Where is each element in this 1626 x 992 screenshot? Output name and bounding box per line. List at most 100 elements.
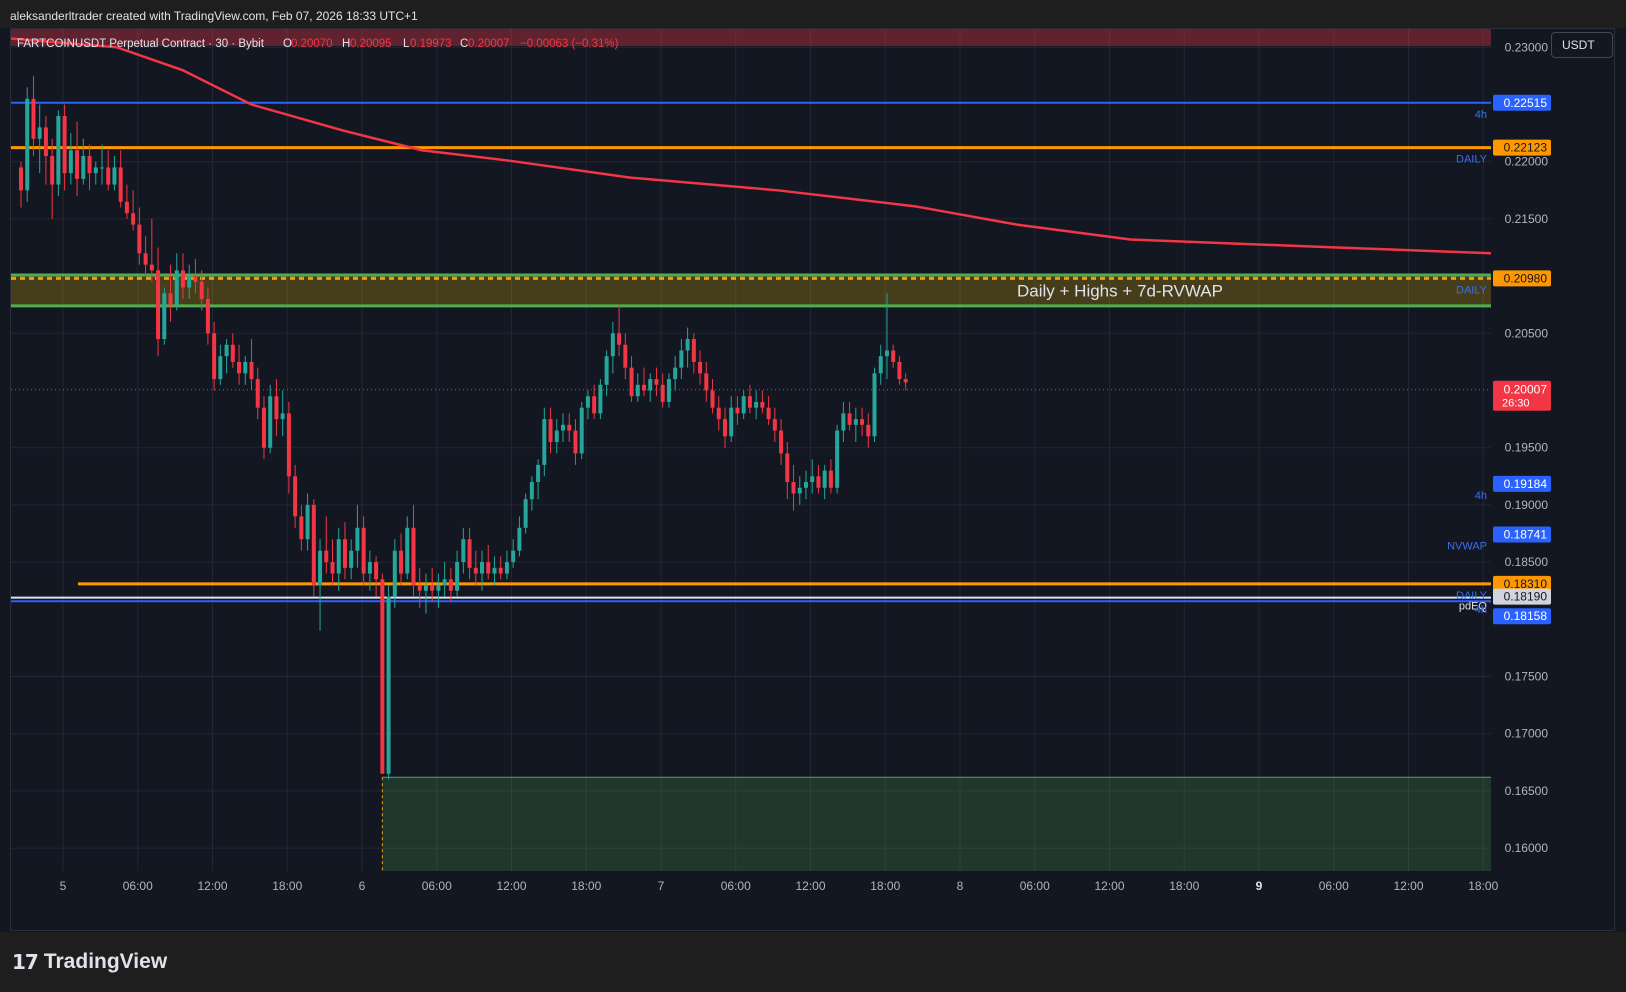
tradingview-logo-icon: 17 <box>12 950 39 974</box>
level-label: 4h <box>1475 109 1487 121</box>
candle-body <box>691 339 696 362</box>
candle-body <box>75 150 80 179</box>
candle-body <box>847 413 852 425</box>
y-tick-label: 0.19000 <box>1505 498 1549 512</box>
candle-body <box>430 584 435 591</box>
price-tag <box>1493 139 1551 156</box>
candle-body <box>224 344 229 357</box>
candle-body <box>629 367 634 397</box>
candle-body <box>461 539 466 563</box>
legend: FARTCOINUSDT Perpetual Contract · 30 · B… <box>17 38 619 50</box>
legend-o-value: 0.20070 <box>291 38 333 50</box>
candle-body <box>417 584 422 591</box>
candle-body <box>405 527 410 574</box>
zone-label: Daily + Highs + 7d-RVWAP <box>1017 281 1223 300</box>
y-tick-label: 0.16000 <box>1505 841 1549 855</box>
candle-body <box>710 390 715 408</box>
candle-body <box>87 155 92 174</box>
candle-body <box>243 361 248 374</box>
y-tick-label: 0.21500 <box>1505 212 1549 226</box>
x-tick-label: 06:00 <box>1020 879 1050 893</box>
price-tag-label: 0.20980 <box>1504 271 1548 285</box>
x-tick-label: 06:00 <box>422 879 452 893</box>
candle-body <box>567 424 572 431</box>
candle-body <box>50 155 55 185</box>
candle-body <box>698 361 703 374</box>
current-price-tag <box>1493 380 1551 411</box>
price-chart[interactable]: Daily + Highs + 7d-RVWAP 4h DAILY DAILY 4h NV… <box>0 0 1626 932</box>
candle-body <box>399 550 404 574</box>
candle-body <box>860 419 865 425</box>
legend-l-value: 0.19973 <box>410 38 452 50</box>
candle-body <box>467 539 472 568</box>
candle-body <box>785 453 790 483</box>
level-label: NVWAP <box>1447 541 1487 553</box>
price-tag-label: 0.19184 <box>1504 477 1548 491</box>
candle-body <box>579 407 584 454</box>
y-tick-label: 0.18500 <box>1505 555 1549 569</box>
x-tick-label: 18:00 <box>1169 879 1199 893</box>
candle-body <box>212 333 217 380</box>
x-tick-label: 12:00 <box>795 879 825 893</box>
price-tag <box>1493 270 1551 287</box>
price-tag <box>1493 475 1551 492</box>
candle-body <box>561 424 566 431</box>
vwap-line <box>11 37 1491 255</box>
candle-body <box>835 430 840 488</box>
candle-body <box>311 504 316 585</box>
candle-body <box>492 567 497 574</box>
legend-c-label: C <box>460 38 468 50</box>
candle-body <box>131 213 136 225</box>
price-tag <box>1493 94 1551 111</box>
candle-body <box>392 550 397 597</box>
tradingview-logo-text: TradingView <box>43 950 168 973</box>
level-label: pdEQ <box>1459 601 1488 613</box>
candle-body <box>486 562 491 574</box>
price-tag-label: 0.18741 <box>1504 528 1548 542</box>
candle-body <box>741 396 746 414</box>
candle-body <box>305 504 310 540</box>
candle-body <box>473 567 478 574</box>
candle-body <box>810 476 815 483</box>
candle-body <box>654 379 659 385</box>
candle-body <box>791 482 796 494</box>
candle-body <box>648 379 653 391</box>
legend-o-label: O <box>283 38 292 50</box>
candle-body <box>841 413 846 431</box>
candle-body <box>891 350 896 362</box>
level-label: DAILY <box>1456 284 1488 296</box>
candle-body <box>174 270 179 305</box>
x-tick-label: 12:00 <box>496 879 526 893</box>
candle-body <box>255 379 260 408</box>
x-tick-label: 06:00 <box>721 879 751 893</box>
candle-body <box>760 401 765 408</box>
candle-body <box>43 127 48 156</box>
x-tick-label: 06:00 <box>123 879 153 893</box>
price-axis[interactable]: 0.23000 0.22000 0.21500 0.20500 0.19500 0.190… <box>1505 40 1549 855</box>
candle-body <box>31 98 36 139</box>
x-tick-label: 6 <box>359 879 366 893</box>
legend-h-label: H <box>342 38 350 50</box>
x-tick-label: 12:00 <box>1094 879 1124 893</box>
time-axis[interactable]: 5 06:00 12:00 18:00 6 06:00 12:00 18:00 7 06:00 12… <box>60 879 1499 893</box>
overlay: Daily + Highs + 7d-RVWAP 4h DAILY DAILY 4h NV… <box>1017 109 1488 616</box>
currency-unit-button[interactable]: USDT <box>1551 32 1613 58</box>
legend-h-value: 0.20095 <box>350 38 392 50</box>
candle-body <box>772 419 777 431</box>
footer <box>0 932 1626 992</box>
candle-body <box>99 167 104 169</box>
candle-body <box>25 98 30 191</box>
candle-body <box>143 253 148 265</box>
candle-body <box>872 373 877 437</box>
price-tag-label: 0.22515 <box>1504 96 1548 110</box>
candle-body <box>822 470 827 488</box>
candle-body <box>853 419 858 425</box>
candle-body <box>299 516 304 540</box>
candle-body <box>411 527 416 585</box>
candle-body <box>523 499 528 528</box>
legend-l-label: L <box>403 38 410 50</box>
candle-body <box>897 361 902 380</box>
candle-body <box>324 550 329 563</box>
candle-body <box>193 276 198 282</box>
candle-body <box>554 430 559 442</box>
